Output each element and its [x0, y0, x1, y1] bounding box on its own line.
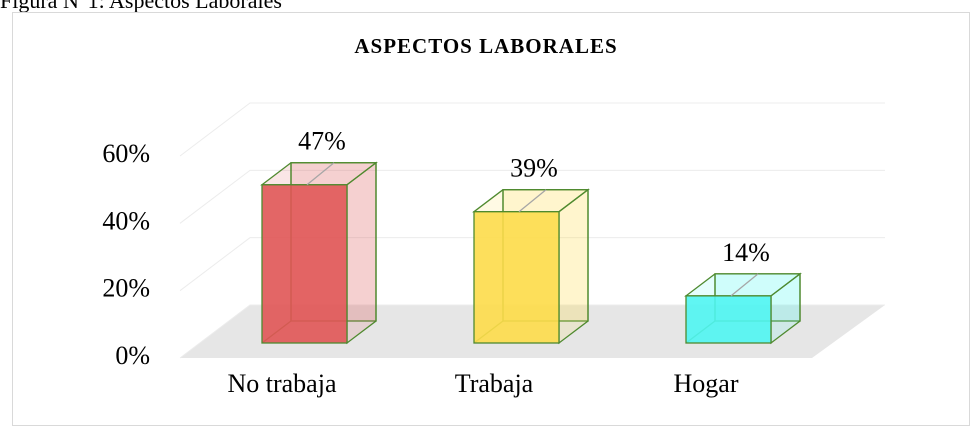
y-tick-label: 60% — [102, 139, 150, 168]
bar — [685, 295, 772, 344]
grid-line — [179, 102, 885, 157]
grid-line — [179, 169, 885, 224]
chart-title: ASPECTOS LABORALES — [354, 34, 617, 58]
grid-line — [179, 237, 885, 292]
bar-side — [558, 188, 589, 345]
data-label: 47% — [298, 127, 346, 156]
bar-side — [346, 161, 377, 345]
data-label: 39% — [510, 154, 558, 183]
grid-line — [179, 304, 885, 359]
x-tick-label: No trabaja — [227, 369, 336, 398]
leader-line — [306, 162, 335, 186]
y-tick-label: 20% — [102, 274, 150, 303]
caption: Figura N°1: Aspectos Laborales — [0, 0, 282, 13]
leader-line — [518, 189, 547, 213]
bar — [261, 184, 348, 344]
data-label: 14% — [722, 238, 770, 267]
y-tick-label: 40% — [102, 206, 150, 235]
chart-frame — [12, 12, 970, 426]
bar — [473, 211, 560, 344]
y-tick-label: 0% — [115, 341, 150, 370]
leader-line — [730, 273, 759, 297]
x-tick-label: Hogar — [674, 369, 739, 398]
x-tick-label: Trabaja — [455, 369, 534, 398]
